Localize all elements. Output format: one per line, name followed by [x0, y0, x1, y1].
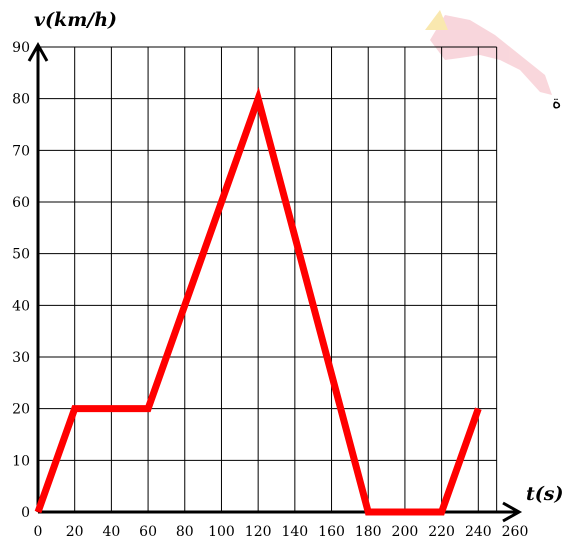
y-tick-label: 10 — [12, 453, 30, 469]
data-point — [74, 408, 76, 410]
y-tick-label: 0 — [21, 505, 30, 521]
data-point — [147, 408, 149, 410]
x-tick-label: 100 — [208, 524, 235, 540]
x-tick-label: 20 — [66, 524, 84, 540]
data-point — [367, 511, 369, 513]
x-tick-label: 120 — [245, 524, 272, 540]
data-point — [257, 98, 259, 100]
y-tick-label: 90 — [12, 40, 30, 56]
x-tick-label: 160 — [318, 524, 345, 540]
y-tick-label: 40 — [12, 298, 30, 314]
x-tick-label: 60 — [139, 524, 157, 540]
y-tick-label: 20 — [12, 402, 30, 418]
y-axis-arrow — [27, 41, 49, 62]
y-tick-label: 80 — [12, 92, 30, 108]
x-tick-label: 0 — [34, 524, 43, 540]
grid — [37, 46, 498, 513]
x-tick-label: 200 — [392, 524, 419, 540]
x-tick-label: 240 — [465, 524, 492, 540]
y-axis-title: v(km/h) — [34, 9, 117, 31]
data-point — [37, 511, 39, 513]
x-tick-label: 80 — [176, 524, 194, 540]
y-tick-label: 60 — [12, 195, 30, 211]
x-axis-title: t(s) — [526, 483, 563, 505]
x-axis-arrow — [502, 501, 523, 523]
tick-labels: 0 20 40 60 80 100 120 140 160 180 200 220 240 260 0 10 2… — [12, 40, 528, 540]
watermark-logo — [425, 10, 552, 95]
data-point — [441, 511, 443, 513]
x-tick-label: 180 — [355, 524, 382, 540]
x-tick-label: 260 — [502, 524, 529, 540]
data-point — [477, 408, 479, 410]
y-tick-label: 70 — [12, 143, 30, 159]
series-layer — [34, 86, 482, 516]
axes — [27, 41, 523, 523]
x-tick-label: 40 — [102, 524, 120, 540]
y-tick-label: 30 — [12, 350, 30, 366]
y-tick-label: 50 — [12, 247, 30, 263]
side-text: ة — [552, 92, 561, 113]
x-tick-label: 220 — [428, 524, 455, 540]
x-tick-label: 140 — [281, 524, 308, 540]
